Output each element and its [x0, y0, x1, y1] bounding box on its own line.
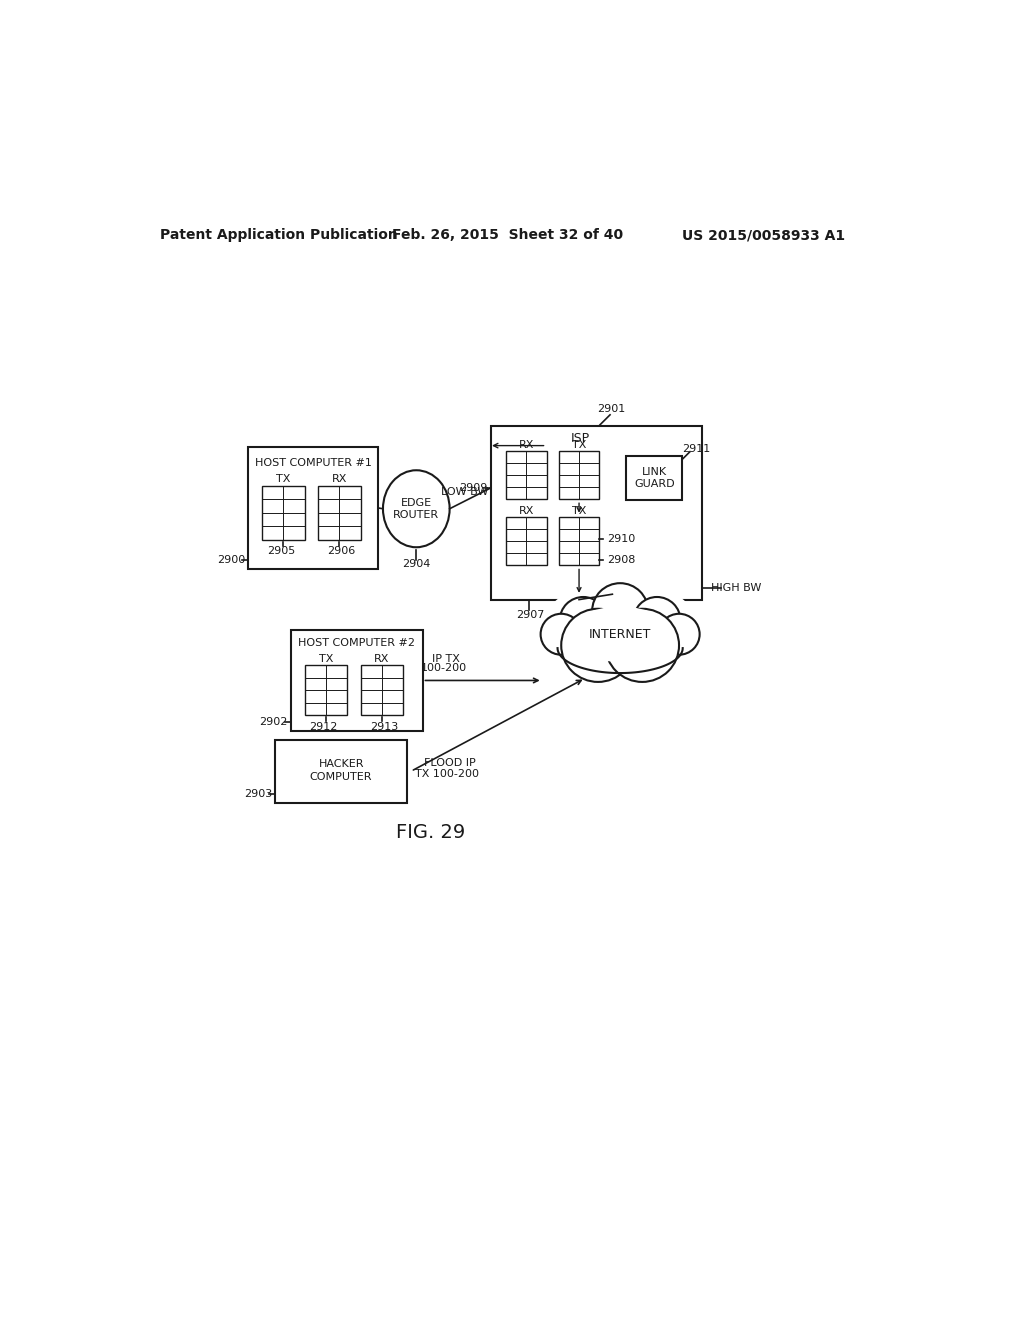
Text: ROUTER: ROUTER: [393, 510, 439, 520]
Text: Feb. 26, 2015  Sheet 32 of 40: Feb. 26, 2015 Sheet 32 of 40: [392, 228, 624, 243]
Text: TX: TX: [571, 440, 586, 450]
Text: 2911: 2911: [682, 445, 711, 454]
Text: US 2015/0058933 A1: US 2015/0058933 A1: [682, 228, 845, 243]
Text: RX: RX: [374, 653, 389, 664]
Ellipse shape: [568, 607, 672, 663]
Bar: [275, 739, 407, 803]
Text: HOST COMPUTER #2: HOST COMPUTER #2: [298, 639, 415, 648]
Text: 2912: 2912: [309, 722, 338, 731]
Text: 2910: 2910: [607, 533, 635, 544]
Bar: [506, 517, 547, 565]
Circle shape: [560, 597, 607, 644]
Text: 2909: 2909: [460, 483, 487, 492]
Text: RX: RX: [519, 506, 535, 516]
Bar: [360, 665, 403, 715]
Bar: [506, 451, 547, 499]
Text: Patent Application Publication: Patent Application Publication: [160, 228, 398, 243]
Bar: [248, 447, 378, 569]
Circle shape: [592, 583, 648, 639]
Text: ISP: ISP: [571, 432, 590, 445]
Text: HACKER: HACKER: [318, 759, 364, 768]
Bar: [627, 455, 682, 500]
Text: GUARD: GUARD: [634, 479, 675, 490]
Circle shape: [605, 609, 679, 682]
Bar: [559, 451, 599, 499]
Text: 2913: 2913: [370, 722, 398, 731]
Circle shape: [561, 609, 635, 682]
Text: TX: TX: [318, 653, 333, 664]
Bar: [490, 426, 701, 599]
Bar: [559, 517, 599, 565]
Text: INTERNET: INTERNET: [589, 628, 651, 640]
Text: TX: TX: [571, 506, 586, 516]
Bar: [305, 665, 347, 715]
Text: 2902: 2902: [259, 717, 288, 727]
Circle shape: [634, 597, 681, 644]
Bar: [291, 630, 423, 731]
Text: 2900: 2900: [217, 554, 245, 565]
Bar: [317, 486, 360, 540]
Text: TX 100-200: TX 100-200: [416, 770, 479, 779]
Bar: [262, 486, 305, 540]
Text: 2904: 2904: [402, 560, 430, 569]
Circle shape: [541, 614, 582, 655]
Text: LINK: LINK: [642, 467, 667, 477]
Text: 100-200: 100-200: [421, 663, 467, 673]
Circle shape: [658, 614, 699, 655]
Text: RX: RX: [332, 474, 347, 484]
Text: 2907: 2907: [516, 610, 545, 620]
Text: LOW BW: LOW BW: [440, 487, 488, 496]
Text: 2901: 2901: [597, 404, 626, 414]
Text: IP TX: IP TX: [432, 653, 460, 664]
Text: 2906: 2906: [328, 546, 355, 556]
Ellipse shape: [540, 578, 701, 689]
Text: FLOOD IP: FLOOD IP: [424, 758, 475, 768]
Text: RX: RX: [519, 440, 535, 450]
Text: FIG. 29: FIG. 29: [395, 822, 465, 842]
Text: HOST COMPUTER #1: HOST COMPUTER #1: [255, 458, 372, 467]
Text: 2903: 2903: [244, 788, 272, 799]
Text: 2905: 2905: [267, 546, 295, 556]
Ellipse shape: [383, 470, 450, 548]
Text: COMPUTER: COMPUTER: [310, 772, 373, 783]
Text: HIGH BW: HIGH BW: [712, 583, 762, 593]
Text: TX: TX: [276, 474, 291, 484]
Text: 2908: 2908: [606, 554, 635, 565]
Text: EDGE: EDGE: [400, 498, 432, 508]
